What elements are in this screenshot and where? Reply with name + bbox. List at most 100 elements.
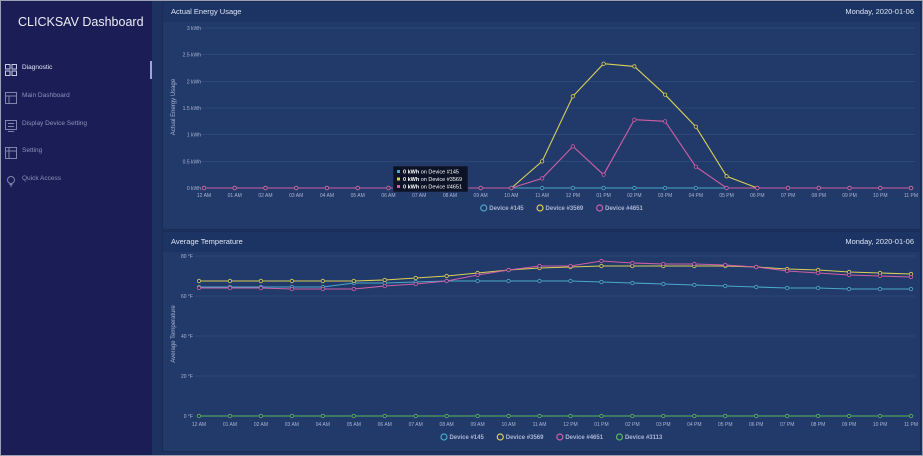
data-point[interactable] xyxy=(599,413,604,419)
data-point[interactable] xyxy=(632,117,637,122)
data-point[interactable] xyxy=(289,286,294,292)
data-point[interactable] xyxy=(661,281,666,287)
data-point[interactable] xyxy=(816,185,821,191)
data-point[interactable] xyxy=(785,285,790,291)
data-point[interactable] xyxy=(785,268,790,274)
data-point[interactable] xyxy=(537,263,542,269)
data-point[interactable] xyxy=(382,283,387,289)
data-point[interactable] xyxy=(785,185,791,191)
data-point[interactable] xyxy=(232,185,237,191)
data-point[interactable] xyxy=(196,285,202,291)
data-point[interactable] xyxy=(570,144,575,149)
data-point[interactable] xyxy=(294,185,299,191)
data-point[interactable] xyxy=(355,185,360,191)
data-point[interactable] xyxy=(444,273,449,279)
data-point[interactable] xyxy=(324,185,330,191)
data-point[interactable] xyxy=(413,275,418,281)
data-point[interactable] xyxy=(723,262,728,268)
data-point[interactable] xyxy=(908,413,914,419)
data-point[interactable] xyxy=(196,278,202,284)
data-point[interactable] xyxy=(878,185,883,191)
data-point[interactable] xyxy=(908,185,914,191)
data-point[interactable] xyxy=(537,278,542,284)
data-point[interactable] xyxy=(846,413,852,419)
sidebar-item-diagnostic[interactable]: Diagnostic xyxy=(1,60,152,80)
data-point[interactable] xyxy=(599,279,604,285)
legend-item-device-3113[interactable]: Device #3113 xyxy=(615,433,663,441)
data-point[interactable] xyxy=(227,285,233,291)
data-point[interactable] xyxy=(662,92,668,97)
data-point[interactable] xyxy=(632,185,637,191)
sidebar-item-main-dashboard[interactable]: Main Dashboard xyxy=(1,88,152,108)
data-point[interactable] xyxy=(540,159,545,164)
data-point[interactable] xyxy=(785,413,790,419)
data-point[interactable] xyxy=(662,119,668,124)
legend-item-device-145[interactable]: Device #145 xyxy=(440,433,485,441)
data-point[interactable] xyxy=(908,286,914,292)
data-point[interactable] xyxy=(692,413,697,419)
data-point[interactable] xyxy=(475,413,480,419)
data-point[interactable] xyxy=(509,185,514,191)
data-point[interactable] xyxy=(351,286,356,292)
data-point[interactable] xyxy=(599,258,604,264)
data-point[interactable] xyxy=(289,278,294,284)
data-point[interactable] xyxy=(816,413,821,419)
data-point[interactable] xyxy=(693,124,698,129)
data-point[interactable] xyxy=(601,61,606,66)
average-temperature-chart[interactable]: 0 °F 20 °F 40 °F 60 °F 80 °F 12 AM 01 AM 02 AM… xyxy=(163,252,920,451)
data-point[interactable] xyxy=(877,286,883,292)
legend-item-device-4651[interactable]: Device #4651 xyxy=(556,433,604,441)
data-point[interactable] xyxy=(661,261,666,267)
data-point[interactable] xyxy=(754,264,759,270)
data-point[interactable] xyxy=(320,413,325,419)
data-point[interactable] xyxy=(386,185,391,191)
data-point[interactable] xyxy=(263,185,268,191)
data-point[interactable] xyxy=(382,413,387,419)
data-point[interactable] xyxy=(692,282,697,288)
data-point[interactable] xyxy=(444,278,449,284)
data-point[interactable] xyxy=(570,185,575,191)
data-point[interactable] xyxy=(630,280,635,286)
data-point[interactable] xyxy=(478,185,483,191)
energy-usage-chart[interactable]: 0 kWh 0.5 kWh 1 kWh 1.5 kWh 2 kWh 2.5 kWh 3 kW… xyxy=(163,22,920,229)
data-point[interactable] xyxy=(568,263,573,269)
data-point[interactable] xyxy=(475,278,480,284)
data-point[interactable] xyxy=(320,286,325,292)
sidebar-item-quick-access[interactable]: Quick Access xyxy=(1,171,152,191)
legend-item-device-3569[interactable]: Device #3569 xyxy=(536,204,584,212)
data-point[interactable] xyxy=(258,413,264,419)
data-point[interactable] xyxy=(537,413,542,419)
data-point[interactable] xyxy=(816,285,821,291)
data-point[interactable] xyxy=(568,413,573,419)
data-point[interactable] xyxy=(723,283,728,289)
data-point[interactable] xyxy=(755,185,760,191)
data-point[interactable] xyxy=(413,281,418,287)
data-point[interactable] xyxy=(908,274,914,280)
sidebar-item-display-device-setting[interactable]: Display Device Setting xyxy=(1,116,152,136)
data-point[interactable] xyxy=(196,413,202,419)
data-point[interactable] xyxy=(724,174,729,179)
data-point[interactable] xyxy=(847,185,852,191)
data-point[interactable] xyxy=(599,263,604,269)
data-point[interactable] xyxy=(506,278,511,284)
data-point[interactable] xyxy=(351,413,356,419)
data-point[interactable] xyxy=(816,270,821,276)
data-point[interactable] xyxy=(540,185,545,191)
data-point[interactable] xyxy=(754,284,759,290)
data-point[interactable] xyxy=(540,176,545,181)
data-point[interactable] xyxy=(601,172,606,177)
data-point[interactable] xyxy=(846,286,852,292)
data-point[interactable] xyxy=(506,267,511,273)
data-point[interactable] xyxy=(201,185,207,191)
data-point[interactable] xyxy=(754,413,759,419)
data-point[interactable] xyxy=(846,272,852,278)
data-point[interactable] xyxy=(227,413,233,419)
data-point[interactable] xyxy=(506,413,511,419)
data-point[interactable] xyxy=(630,260,635,266)
data-point[interactable] xyxy=(444,413,449,419)
data-point[interactable] xyxy=(258,278,264,284)
legend-item-device-4651[interactable]: Device #4651 xyxy=(596,204,644,212)
data-point[interactable] xyxy=(601,185,606,191)
legend-item-device-3569[interactable]: Device #3569 xyxy=(496,433,544,441)
data-point[interactable] xyxy=(227,278,233,284)
